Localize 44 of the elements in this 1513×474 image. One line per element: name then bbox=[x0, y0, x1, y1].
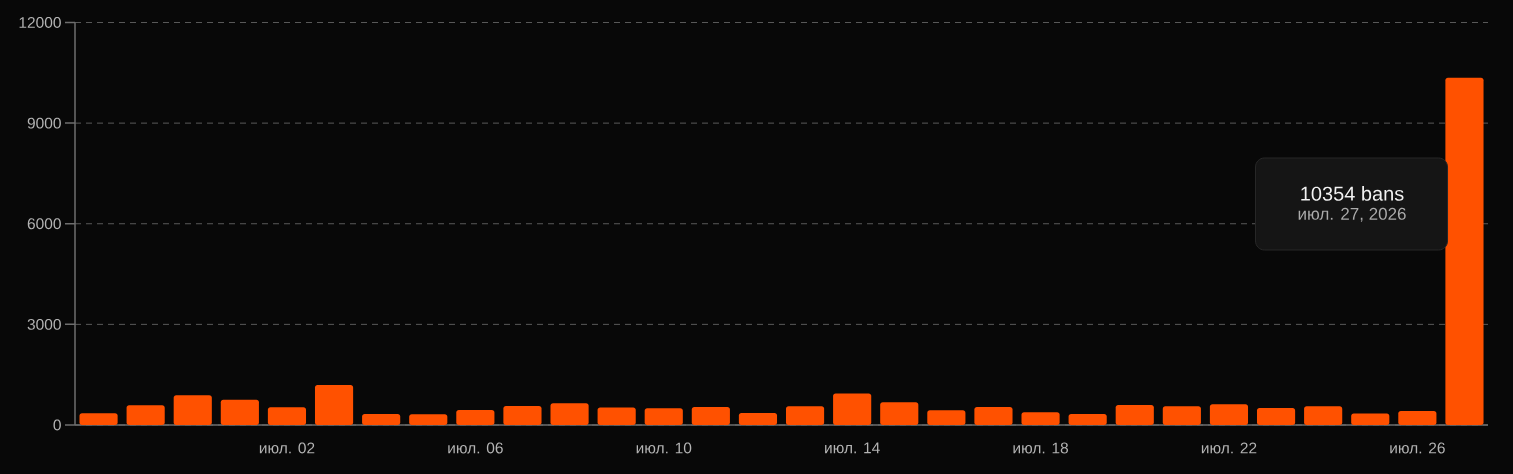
bar bbox=[1021, 412, 1060, 425]
bar bbox=[1398, 410, 1437, 425]
y-tick-label: 3000 bbox=[27, 318, 61, 330]
y-tick-label: 6000 bbox=[27, 218, 61, 230]
bar bbox=[833, 393, 872, 425]
bar bbox=[79, 413, 118, 425]
bar bbox=[550, 403, 589, 425]
bar bbox=[456, 409, 495, 425]
y-tick-label: 0 bbox=[53, 419, 61, 431]
x-tick-label: июл. 26 bbox=[1390, 442, 1445, 454]
bar bbox=[644, 408, 683, 425]
x-tick-label: июл. 18 bbox=[1013, 442, 1069, 454]
bar bbox=[267, 407, 307, 425]
bar bbox=[503, 405, 542, 425]
x-tick-label: июл. 10 bbox=[636, 442, 692, 454]
x-tick-label: июл. 22 bbox=[1201, 442, 1257, 454]
y-tick-label: 9000 bbox=[27, 117, 61, 129]
annotation: 10354 bans bbox=[1301, 186, 1404, 201]
bar bbox=[173, 395, 212, 425]
bar bbox=[785, 406, 825, 425]
y-tick-label: 12000 bbox=[19, 17, 61, 28]
x-tick-label: июл. 14 bbox=[825, 442, 880, 454]
bar bbox=[1351, 413, 1390, 425]
bar bbox=[314, 385, 354, 425]
bar bbox=[927, 410, 966, 425]
bar bbox=[126, 405, 165, 425]
bar bbox=[738, 412, 778, 425]
bar bbox=[880, 402, 919, 425]
bar bbox=[1115, 404, 1154, 425]
bar bbox=[1209, 404, 1249, 425]
bar bbox=[1304, 406, 1343, 425]
annotation: июл. 27, 2026 bbox=[1298, 207, 1406, 222]
x-tick-label: июл. 06 bbox=[448, 442, 503, 454]
bar bbox=[1162, 406, 1201, 425]
bar bbox=[362, 413, 401, 425]
bar bbox=[974, 406, 1013, 425]
bar bbox=[1256, 407, 1296, 425]
bar bbox=[1068, 413, 1107, 425]
bar bbox=[409, 414, 448, 425]
bar bbox=[691, 406, 730, 425]
bar bbox=[597, 407, 636, 425]
bar bbox=[1445, 77, 1484, 425]
bar bbox=[220, 399, 259, 425]
x-tick-label: июл. 02 bbox=[259, 442, 315, 454]
